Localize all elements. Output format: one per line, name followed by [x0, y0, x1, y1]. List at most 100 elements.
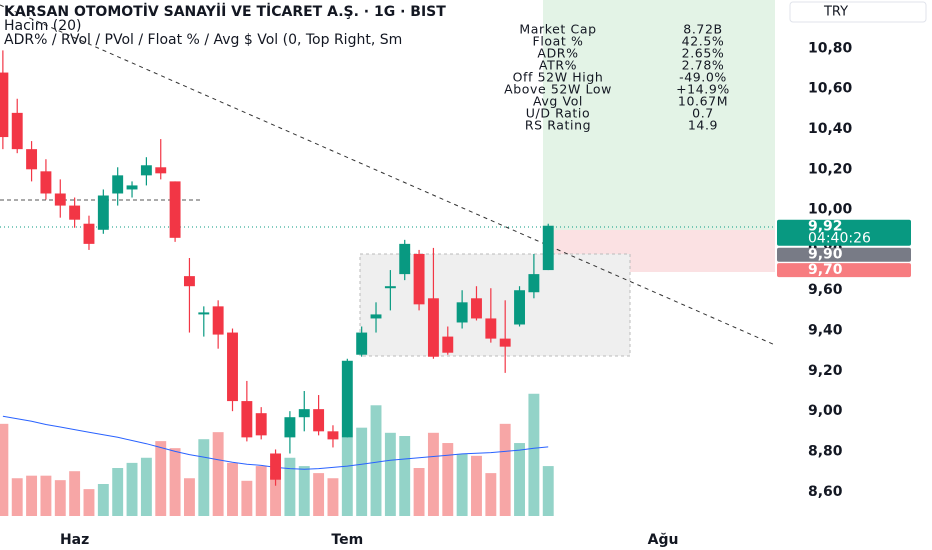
- candle-body: [298, 409, 310, 418]
- y-tick-label: 9,20: [808, 363, 843, 379]
- volume-bar: [11, 478, 23, 516]
- indicator-label: ADR% / RVol / PVol / Float % / Avg $ Vol…: [4, 32, 402, 48]
- price-tag: [777, 263, 911, 278]
- candle-body: [169, 181, 181, 238]
- candle-body: [356, 332, 368, 355]
- stat-label: ADR%: [537, 46, 578, 61]
- stat-label: Off 52W High: [513, 70, 604, 85]
- volume-bar: [313, 473, 325, 516]
- volume-bar: [83, 489, 95, 516]
- stat-label: Above 52W Low: [504, 82, 612, 97]
- volume-bar: [40, 475, 52, 516]
- candle-body: [255, 413, 267, 436]
- price-tag: [777, 247, 911, 262]
- volume-bar: [112, 468, 124, 516]
- stat-label: Market Cap: [519, 22, 596, 37]
- volume-bar: [241, 480, 253, 516]
- volume-bar: [0, 423, 9, 516]
- countdown: 04:40:26: [808, 231, 871, 247]
- volume-bar: [198, 439, 210, 516]
- candle-body: [442, 336, 454, 353]
- candle-body: [112, 175, 124, 194]
- x-tick-label: Haz: [60, 532, 89, 548]
- stat-label: Avg Vol: [533, 94, 583, 109]
- currency-box[interactable]: [789, 1, 927, 23]
- stat-label: RS Rating: [525, 118, 591, 133]
- candle-body: [384, 286, 396, 289]
- volume-bar: [298, 466, 310, 516]
- candle-body: [456, 302, 468, 323]
- candle-body: [427, 298, 439, 357]
- candle-body: [97, 195, 109, 230]
- volume-bar: [54, 480, 66, 516]
- candle-body: [183, 276, 195, 287]
- volume-bar: [399, 436, 411, 516]
- candle-body: [313, 409, 325, 432]
- y-tick-label: 9,00: [808, 403, 843, 419]
- candle-body: [11, 112, 23, 150]
- stat-value: 8.72B: [683, 22, 722, 37]
- y-tick-label: 10,40: [808, 121, 853, 137]
- volume-bar: [341, 437, 353, 516]
- volume-bar: [499, 423, 511, 516]
- candle-body: [485, 318, 497, 339]
- stat-value: 42.5%: [682, 34, 725, 49]
- legend: KARSAN OTOMOTİV SANAYİİ VE TİCARET A.Ş. …: [4, 3, 446, 48]
- y-tick-label: 9,40: [808, 323, 843, 339]
- y-tick-label: 10,60: [808, 81, 853, 97]
- volume-bar: [97, 484, 109, 516]
- price-tag-label: 9,90: [808, 247, 843, 263]
- price-tag-label: 9,92: [808, 219, 843, 235]
- candle-body: [413, 253, 425, 305]
- price-tag: [777, 219, 911, 246]
- volume-bar: [126, 462, 138, 516]
- series: [0, 50, 554, 516]
- candle-body: [370, 314, 382, 319]
- stat-value: 0.7: [692, 106, 714, 121]
- candle-body: [126, 185, 138, 190]
- volume-label: Hacim (20): [4, 18, 82, 34]
- candle-body: [155, 167, 167, 174]
- candle-body: [270, 453, 282, 480]
- candle-body: [198, 312, 210, 315]
- volume-bar: [255, 466, 267, 516]
- long-target-zone: [543, 0, 775, 230]
- volume-bar: [542, 466, 554, 516]
- volume-bar: [26, 475, 38, 516]
- volume-bar: [227, 462, 238, 516]
- candle-body: [528, 274, 540, 293]
- candle-body: [514, 290, 525, 325]
- trend-line: [0, 4, 775, 346]
- candle-body: [241, 401, 253, 438]
- candle-body: [399, 243, 411, 275]
- candle-body: [26, 149, 38, 170]
- x-tick-label: Tem: [331, 532, 363, 548]
- candle-body: [83, 223, 95, 244]
- stats-table: Market Cap 8.72B Float % 42.5% ADR% 2.65% ATR%…: [504, 22, 729, 133]
- stat-value: -49.0%: [679, 70, 727, 85]
- stat-value: 2.65%: [682, 46, 725, 61]
- y-tick-label: 8,80: [808, 443, 843, 459]
- y-tick-label: 10,20: [808, 161, 853, 177]
- chart-title: KARSAN OTOMOTİV SANAYİİ VE TİCARET A.Ş. …: [4, 3, 446, 20]
- candle-body: [69, 205, 81, 220]
- volume-bar: [427, 432, 439, 516]
- y-tick-label: 8,60: [808, 484, 843, 500]
- candle-body: [542, 225, 554, 271]
- stat-label: U/D Ratio: [526, 106, 590, 121]
- candle-body: [0, 72, 9, 138]
- candle-body: [140, 165, 152, 176]
- stat-label: ATR%: [539, 58, 577, 73]
- volume-bar: [69, 471, 81, 516]
- currency: TRY: [823, 5, 848, 20]
- stat-value: 2.78%: [682, 58, 725, 73]
- volume-bar: [471, 455, 482, 516]
- price-tag-label: 9,70: [808, 262, 843, 278]
- volume-bar: [384, 432, 396, 516]
- volume-bar: [155, 441, 167, 516]
- volume-bar: [514, 443, 525, 516]
- volume-bar: [485, 473, 497, 516]
- volume-bar: [270, 475, 282, 516]
- volume-bar: [442, 443, 454, 516]
- volume-bar: [456, 453, 468, 516]
